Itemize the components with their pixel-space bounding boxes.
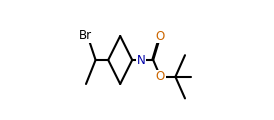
Text: N: N bbox=[137, 54, 145, 66]
Text: O: O bbox=[156, 70, 165, 83]
Text: O: O bbox=[156, 30, 165, 42]
Text: Br: Br bbox=[79, 29, 92, 42]
